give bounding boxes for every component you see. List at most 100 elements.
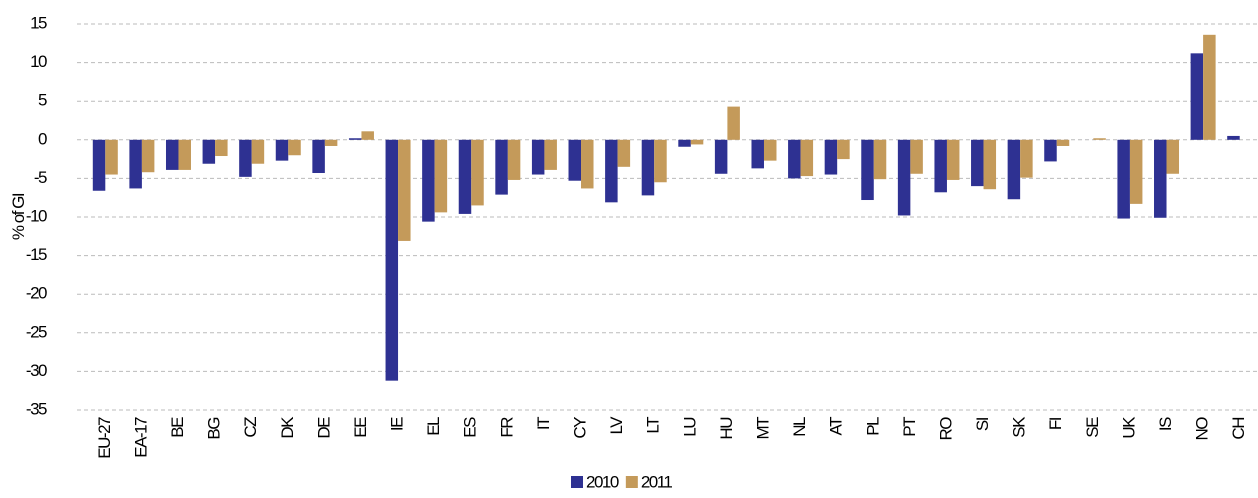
y-tick-label: -5 [34,168,47,187]
bar [1093,138,1106,140]
bar [422,140,435,222]
x-tick-label: EA-17 [131,417,150,458]
x-tick-label: PT [900,417,919,437]
bar [129,140,142,189]
bar [471,140,484,206]
bar [349,138,362,140]
bar [1057,140,1070,146]
x-tick-label: HU [717,418,736,440]
y-tick-label: -25 [26,322,47,341]
bar [1130,140,1143,204]
x-tick-label: NO [1193,417,1212,441]
bar [1154,140,1167,218]
bar [898,140,911,216]
x-tick-label: PL [863,417,882,436]
bar [861,140,874,200]
x-tick-label: RO [936,417,955,441]
bar [312,140,325,173]
x-tick-label: MT [753,417,772,440]
bar [459,140,472,214]
x-tick-label: BE [168,417,187,438]
legend-label: 2010 [586,472,619,491]
x-tick-label: UK [1119,416,1138,439]
y-tick-label: 15 [30,13,47,32]
x-tick-label: LU [680,418,699,437]
y-tick-label: -35 [26,399,47,418]
bar [788,140,801,179]
bar [435,140,448,213]
x-tick-label: BG [205,418,224,440]
bar [605,140,618,203]
x-tick-label: AT [827,417,846,436]
bar [947,140,960,180]
bar [361,131,374,139]
bar [398,140,411,241]
bar [971,140,984,186]
bar [93,140,106,191]
bar [934,140,947,192]
x-tick-label: CY [571,417,590,439]
bar [142,140,155,172]
legend-swatch [571,476,583,488]
legend-label: 2011 [641,472,673,491]
y-tick-label: -30 [26,361,47,380]
bar [288,140,301,155]
x-tick-label: IE [388,417,407,431]
bar [874,140,887,179]
bar [1020,140,1033,178]
x-tick-label: IS [1156,417,1175,431]
y-tick-label: 10 [30,52,47,71]
legend-swatch [626,476,638,488]
x-tick-label: DK [278,416,297,439]
x-tick-label: NL [790,417,809,437]
bar [837,140,850,159]
y-tick-label: -15 [26,245,47,264]
bar [325,140,338,146]
bar [751,140,764,169]
bar [1008,140,1021,199]
bar [386,140,399,381]
x-tick-label: SI [973,417,992,431]
bar [825,140,838,175]
x-tick-label: LT [644,417,663,434]
x-tick-label: FI [1046,417,1065,430]
bar [569,140,582,181]
bar [544,140,557,170]
x-tick-label: CZ [241,417,260,438]
y-tick-label: 5 [38,91,47,110]
x-tick-label: DE [314,417,333,439]
bar [203,140,216,164]
bar [1117,140,1130,219]
x-tick-label: IT [534,417,553,430]
x-tick-label: EL [424,417,443,436]
bar [581,140,594,189]
bar [678,140,691,147]
bar [618,140,631,167]
bar [691,140,704,145]
x-tick-label: CH [1229,418,1248,440]
bar [642,140,655,196]
bar [910,140,923,174]
x-tick-label: EU-27 [95,417,114,459]
bar [239,140,252,177]
bar [215,140,228,156]
bar [715,140,728,174]
bar [1227,136,1240,140]
bar [178,140,191,170]
bar [252,140,265,164]
y-tick-label: -10 [26,206,47,225]
bar [508,140,521,180]
bar [764,140,777,161]
x-tick-label: ES [461,417,480,438]
bar [1203,35,1216,140]
y-tick-label: 0 [38,129,47,148]
x-tick-label: LV [607,416,626,435]
bar [276,140,289,161]
y-tick-label: -20 [26,284,47,303]
x-tick-label: EE [351,417,370,438]
bar [532,140,545,175]
bar [801,140,814,176]
x-tick-label: FR [497,417,516,438]
bar [166,140,179,170]
